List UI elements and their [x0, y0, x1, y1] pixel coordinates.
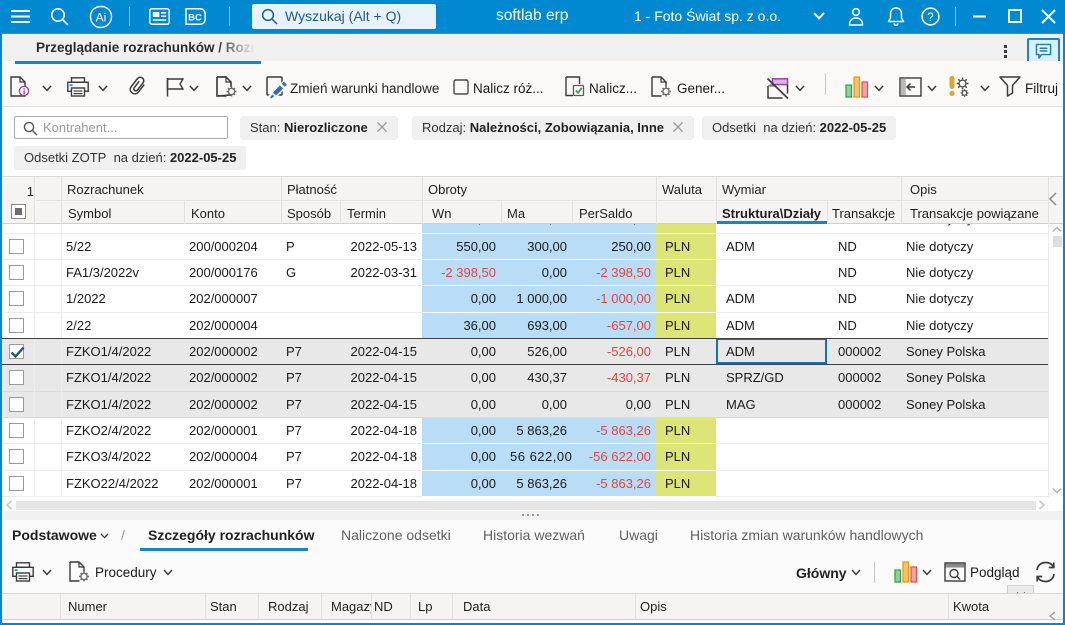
svg-text:BC: BC	[188, 13, 202, 24]
svg-text:?: ?	[927, 12, 933, 24]
svg-text:Ai: Ai	[96, 11, 107, 25]
